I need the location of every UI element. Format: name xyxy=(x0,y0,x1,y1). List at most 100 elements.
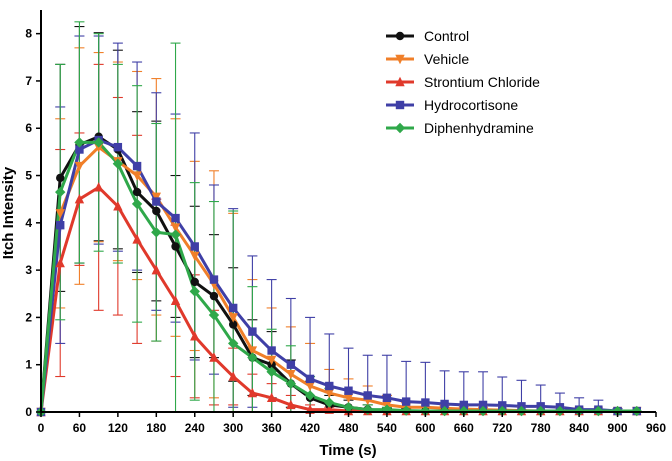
y-axis-title: Itch Intensity xyxy=(0,166,17,259)
hydrocortisone-point xyxy=(363,391,372,400)
diphenhydramine-point xyxy=(208,309,220,321)
strontium-chloride-point xyxy=(74,193,85,204)
x-tick-label: 480 xyxy=(338,421,358,435)
hydrocortisone-point xyxy=(113,142,123,152)
x-tick-label: 0 xyxy=(38,421,45,435)
strontium-chloride-point xyxy=(132,234,142,244)
series-lines xyxy=(39,135,637,413)
y-tick-label: 5 xyxy=(25,169,32,183)
x-tick-label: 300 xyxy=(223,421,243,435)
hydrocortisone-point xyxy=(209,275,219,284)
diphenhydramine-point xyxy=(285,378,297,389)
x-tick-label: 840 xyxy=(569,421,589,435)
hydrocortisone-point xyxy=(478,400,488,410)
legend-label-vehicle: Vehicle xyxy=(424,51,469,67)
hydrocortisone-point xyxy=(171,213,180,223)
x-tick-label: 420 xyxy=(300,421,320,435)
hydrocortisone-point xyxy=(459,400,469,410)
diphenhydramine-point xyxy=(55,186,66,198)
hydrocortisone-point xyxy=(286,360,296,369)
strontium-chloride-point xyxy=(151,264,162,275)
diphenhydramine-point xyxy=(170,229,181,240)
hydrocortisone-point xyxy=(267,346,276,355)
vehicle-point xyxy=(74,161,85,172)
y-tick-label: 8 xyxy=(25,27,32,41)
x-tick-label: 360 xyxy=(262,421,282,435)
strontium-chloride-point xyxy=(286,399,296,410)
hydrocortisone-line xyxy=(39,138,637,413)
hydrocortisone-point xyxy=(440,399,449,409)
vehicle-point xyxy=(228,313,238,323)
legend-marker-strontium-chloride xyxy=(395,76,405,87)
legend-label-diphenhydramine: Diphenhydramine xyxy=(424,120,534,136)
vehicle-point xyxy=(190,251,200,262)
strontium-chloride-point xyxy=(266,392,277,403)
x-tick-label: 660 xyxy=(454,421,474,435)
y-tick-label: 4 xyxy=(25,216,32,230)
vehicle-point xyxy=(343,393,354,404)
vehicle-point xyxy=(247,346,258,356)
diphenhydramine-point xyxy=(131,198,143,210)
control-point xyxy=(152,206,161,216)
control-point xyxy=(56,173,65,183)
strontium-chloride-point xyxy=(247,387,258,398)
diphenhydramine-point xyxy=(247,352,258,363)
legend-label-hydrocortisone: Hydrocortisone xyxy=(424,97,518,113)
x-tick-label: 60 xyxy=(73,421,87,435)
strontium-chloride-point xyxy=(113,201,123,211)
strontium-chloride-line xyxy=(39,185,637,413)
tick-labels: 0 60 120 180 240 300 360 420 480 540 600 660 720 780 8… xyxy=(25,27,666,435)
hydrocortisone-point xyxy=(325,381,334,391)
diphenhydramine-point xyxy=(400,405,412,416)
y-tick-label: 7 xyxy=(25,74,32,88)
hydrocortisone-point xyxy=(190,242,199,251)
strontium-chloride-point xyxy=(190,331,200,341)
legend-marker-hydrocortisone xyxy=(395,100,405,110)
strontium-chloride-point xyxy=(55,257,65,268)
x-tick-label: 780 xyxy=(531,421,551,435)
legend-marker-diphenhydramine xyxy=(394,122,406,134)
legend-marker-vehicle xyxy=(395,54,405,65)
hydrocortisone-point xyxy=(498,401,507,410)
x-tick-label: 120 xyxy=(108,421,128,435)
vehicle-point xyxy=(132,171,142,181)
legend-marker-control xyxy=(395,31,405,41)
hydrocortisone-point xyxy=(421,398,430,407)
x-tick-label: 900 xyxy=(608,421,628,435)
hydrocortisone-point xyxy=(382,393,392,403)
hydrocortisone-point xyxy=(56,220,65,230)
series-markers xyxy=(35,132,642,418)
vehicle-point xyxy=(286,369,296,380)
vehicle-point xyxy=(151,192,162,203)
vehicle-point xyxy=(93,142,104,153)
legend-label-control: Control xyxy=(424,28,469,44)
strontium-chloride-point xyxy=(170,295,181,306)
axes xyxy=(36,10,657,417)
hydrocortisone-point xyxy=(228,303,238,313)
vehicle-point xyxy=(170,223,181,233)
diphenhydramine-point xyxy=(227,338,239,349)
diphenhydramine-point xyxy=(93,137,104,148)
x-axis-title: Time (s) xyxy=(319,442,376,459)
diphenhydramine-point xyxy=(324,397,335,408)
hydrocortisone-point xyxy=(132,161,142,171)
control-line xyxy=(39,135,637,413)
control-point xyxy=(190,277,199,287)
strontium-chloride-point xyxy=(209,352,219,362)
y-tick-label: 0 xyxy=(25,405,32,419)
control-point xyxy=(228,320,238,329)
vehicle-point xyxy=(266,355,277,366)
y-tick-label: 3 xyxy=(25,263,32,277)
x-tick-label: 240 xyxy=(185,421,205,435)
x-tick-label: 720 xyxy=(492,421,512,435)
hydrocortisone-point xyxy=(344,386,353,395)
legend: Control Vehicle Strontium Chloride Hydrocor… xyxy=(386,28,540,136)
hydrocortisone-point xyxy=(305,374,315,384)
y-tick-label: 6 xyxy=(25,121,32,135)
strontium-chloride-point xyxy=(93,182,104,192)
strontium-chloride-point xyxy=(228,371,238,381)
hydrocortisone-point xyxy=(248,327,257,336)
diphenhydramine-point xyxy=(151,227,162,238)
diphenhydramine-line xyxy=(39,140,637,413)
diphenhydramine-point xyxy=(266,366,277,377)
